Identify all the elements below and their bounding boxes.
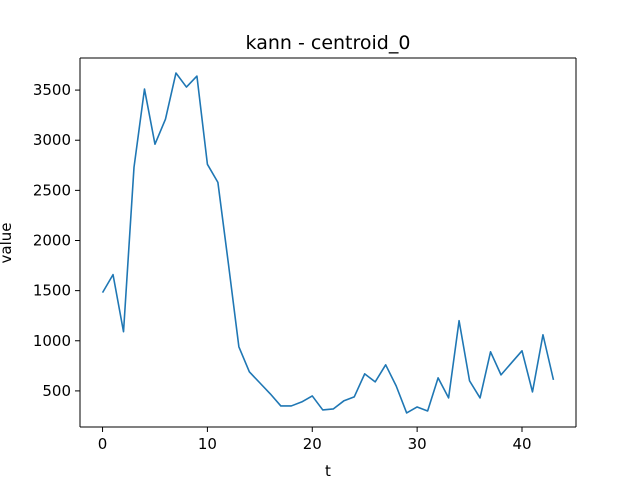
x-tick-label: 30 bbox=[408, 435, 427, 453]
x-tick-label: 10 bbox=[198, 435, 217, 453]
y-axis-ticks: 500 1000 1500 2000 2500 3000 3500 bbox=[33, 81, 80, 400]
x-tick-label: 40 bbox=[512, 435, 531, 453]
y-tick-label: 1500 bbox=[33, 282, 71, 300]
y-tick-label: 3500 bbox=[33, 81, 71, 99]
x-axis-label: t bbox=[325, 462, 331, 480]
y-axis-label: value bbox=[0, 223, 15, 264]
chart-title: kann - centroid_0 bbox=[246, 32, 411, 54]
x-tick-label: 0 bbox=[98, 435, 108, 453]
plot-area bbox=[79, 57, 577, 428]
y-tick-label: 2500 bbox=[33, 181, 71, 199]
x-axis-ticks: 0 10 20 30 40 bbox=[98, 427, 532, 453]
y-tick-label: 2000 bbox=[33, 231, 71, 249]
y-tick-label: 3000 bbox=[33, 131, 71, 149]
y-tick-label: 1000 bbox=[33, 332, 71, 350]
series-line-0 bbox=[101, 72, 555, 414]
x-tick-label: 20 bbox=[303, 435, 322, 453]
y-tick-label: 500 bbox=[42, 382, 71, 400]
